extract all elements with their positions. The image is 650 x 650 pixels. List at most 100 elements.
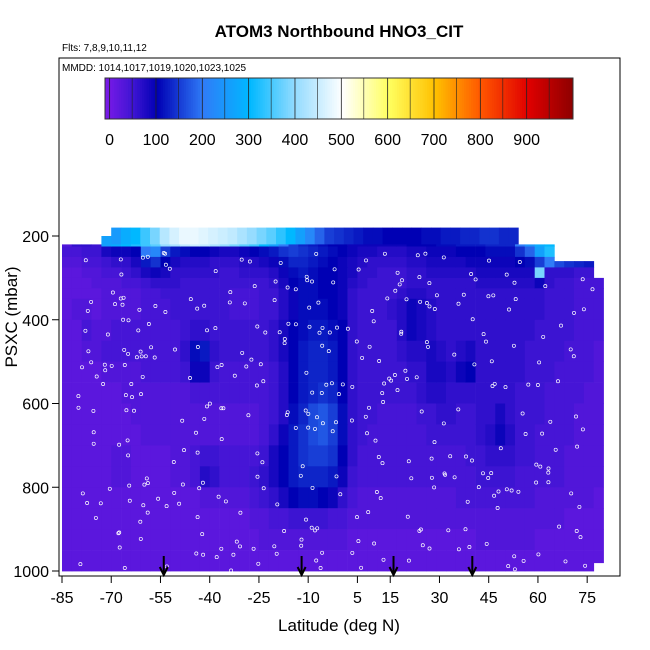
heatmap-cell — [534, 466, 545, 488]
heatmap-cell — [249, 382, 260, 404]
heatmap-cell — [436, 508, 447, 530]
colorbar-swatch — [311, 78, 315, 119]
heatmap-cell — [485, 256, 496, 268]
heatmap-cell — [71, 298, 82, 321]
heatmap-cell — [160, 361, 171, 383]
heatmap-cell — [258, 466, 270, 488]
sample-point — [238, 544, 242, 549]
heatmap-cell — [180, 445, 191, 467]
sample-point — [277, 330, 282, 335]
heatmap-cell — [130, 256, 142, 268]
heatmap-cell — [564, 382, 575, 404]
sample-point — [86, 349, 91, 354]
heatmap-cell — [387, 267, 398, 279]
sample-point — [172, 490, 177, 495]
sample-point — [120, 302, 125, 307]
heatmap-cell — [436, 277, 447, 289]
heatmap-cell — [101, 319, 112, 342]
heatmap-cell — [327, 382, 339, 404]
heatmap-cell — [318, 466, 329, 488]
heatmap-cell — [209, 267, 220, 279]
heatmap-cell — [396, 466, 407, 488]
sample-point — [238, 510, 243, 515]
heatmap-cell — [62, 340, 73, 362]
sample-point — [405, 514, 410, 519]
heatmap-cell — [219, 340, 230, 362]
colorbar-swatch — [482, 78, 486, 119]
heatmap-cell — [465, 319, 476, 342]
heatmap-cell — [475, 403, 486, 425]
heatmap-cell — [190, 340, 201, 362]
heatmap-cell — [180, 508, 191, 530]
heatmap-cell — [515, 340, 526, 362]
sample-point — [424, 301, 429, 305]
sample-point — [194, 551, 199, 556]
heatmap-cell — [249, 288, 260, 300]
x-tick-label: -25 — [247, 590, 270, 607]
heatmap-cell — [199, 267, 211, 279]
heatmap-cell — [544, 424, 555, 446]
heatmap-cell — [318, 267, 329, 279]
heatmap-cell — [347, 361, 358, 383]
heatmap-cell — [209, 319, 220, 342]
heatmap-cell — [246, 227, 257, 245]
sample-point — [299, 537, 304, 542]
sample-point — [574, 414, 578, 419]
sample-point — [336, 392, 341, 397]
x-tick-label: -10 — [297, 590, 320, 607]
heatmap-cell — [91, 256, 102, 268]
heatmap-cell — [455, 508, 467, 530]
heatmap-cell — [268, 277, 279, 289]
sample-point — [509, 488, 514, 493]
sample-point — [116, 531, 121, 536]
heatmap-cell — [387, 246, 398, 258]
heatmap-cell — [357, 382, 368, 404]
colorbar-swatch — [552, 78, 555, 119]
heatmap-cell — [485, 267, 496, 279]
sample-point — [124, 408, 129, 413]
heatmap-cell — [170, 508, 181, 530]
heatmap-cell — [239, 550, 250, 572]
heatmap-cell — [524, 424, 535, 446]
sample-point — [572, 310, 576, 315]
sample-point — [495, 506, 500, 510]
sample-point — [101, 382, 106, 386]
heatmap-cell — [455, 529, 467, 551]
sample-point — [313, 426, 317, 431]
heatmap-cell — [406, 256, 417, 268]
heatmap-cell — [347, 445, 358, 467]
heatmap-cell — [416, 267, 427, 279]
colorbar-swatch — [334, 78, 338, 119]
heatmap-cell — [180, 256, 191, 268]
heatmap-cell — [130, 466, 142, 488]
heatmap-cell — [465, 277, 476, 289]
heatmap-cell — [101, 340, 112, 362]
heatmap-column — [426, 236, 437, 572]
heatmap-cell — [71, 529, 82, 551]
heatmap-cell — [209, 246, 220, 258]
colorbar-swatch — [352, 78, 356, 119]
colorbar-swatch — [420, 78, 423, 119]
colorbar-swatch — [505, 78, 509, 119]
sample-point — [76, 394, 81, 399]
heatmap-cell — [62, 382, 73, 404]
colorbar-swatch — [522, 78, 525, 119]
sample-point — [469, 272, 474, 276]
heatmap-cell — [396, 529, 407, 551]
colorbar-swatch — [427, 78, 430, 119]
heatmap-cell — [198, 227, 209, 245]
heatmap-cell — [91, 319, 102, 342]
heatmap-cell — [583, 277, 595, 289]
heatmap-cell — [436, 246, 447, 258]
sample-point — [476, 485, 481, 490]
heatmap-cell — [574, 487, 585, 509]
heatmap-cell — [593, 403, 604, 425]
sample-point — [93, 515, 98, 520]
heatmap-cell — [298, 403, 309, 425]
heatmap-cell — [268, 487, 279, 509]
sample-point — [404, 297, 409, 302]
heatmap-cell — [406, 424, 417, 446]
colorbar-swatch — [371, 78, 375, 119]
heatmap-cell — [62, 256, 73, 268]
heatmap-cell — [524, 267, 535, 279]
